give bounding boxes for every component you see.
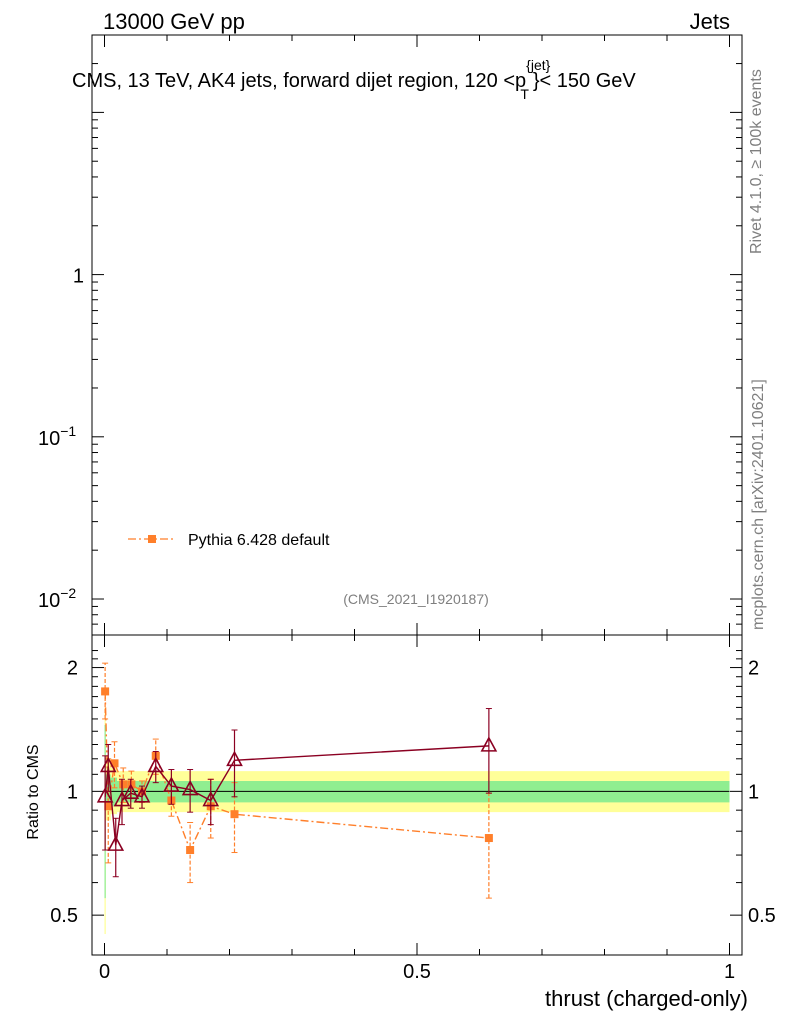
data-point [226,750,243,767]
series-line [104,745,489,846]
ratio-y-tick-labels: 0.5 0.5 1 1 2 2 [50,658,776,928]
x-tick-labels: 0 0.5 1 [99,961,735,983]
x-tick-label: 0.5 [403,961,431,983]
legend-label: Pythia 6.428 default [188,532,330,549]
analysis-id: (CMS_2021_I1920187) [343,591,489,607]
ratio-series-group [96,662,498,899]
ratio-y-tick-label: 2 [67,658,78,680]
ratio-axis-ticks [92,635,742,955]
legend: Pythia 6.428 default [128,532,330,549]
series-line [104,691,489,852]
data-point [119,780,128,789]
data-point [133,787,151,803]
data-point [104,802,113,811]
data-point [96,787,114,803]
ratio-y-tick-label: 0.5 [50,905,78,927]
ratio-y-tick-label-right: 1 [748,781,759,803]
data-point [122,783,140,799]
series-1 [96,708,498,878]
main-axis-ticks [92,34,742,636]
data-point [101,687,110,696]
header-left: 13000 GeV pp [103,9,245,34]
data-point [127,780,136,789]
title-suffix: }< 150 GeV [533,70,637,92]
rivet-label: Rivet 4.1.0, ≥ 100k events [748,69,765,254]
data-point [181,779,199,796]
data-point [113,790,131,807]
title-sup: {jet} [526,57,550,73]
title-prefix: CMS, 13 TeV, AK4 jets, forward dijet reg… [72,70,526,92]
main-y-tick-label: 1 [73,266,84,288]
data-point [480,736,498,752]
data-point [110,759,119,768]
data-point [107,835,125,851]
mcplots-label: mcplots.cern.ch [arXiv:2401.10621] [750,379,767,630]
title-sub: T [520,86,529,102]
x-tick-label: 0 [99,961,110,983]
ratio-y-axis-label: Ratio to CMS [25,744,42,839]
ratio-y-tick-label: 1 [67,781,78,803]
main-y-tick-labels: 1 10−1 10−2 [38,266,84,612]
ratio-uncertainty-band [104,707,730,934]
plot-title: CMS, 13 TeV, AK4 jets, forward dijet reg… [72,57,636,102]
x-tick-label: 1 [724,961,735,983]
data-point [186,846,195,855]
data-point [202,790,220,807]
main-y-tick-label: 10−1 [38,423,76,450]
data-point [147,756,165,773]
x-axis-label: thrust (charged-only) [545,986,748,1011]
data-point [163,776,180,792]
data-point [484,834,493,843]
ratio-y-tick-label-right: 2 [748,658,759,680]
data-point [230,810,239,819]
header-right: Jets [690,9,730,34]
band-outer [104,707,730,934]
legend-marker [148,535,156,543]
ratio-y-tick-label-right: 0.5 [748,905,776,927]
data-point [99,756,117,773]
main-y-tick-label: 10−2 [38,585,76,612]
